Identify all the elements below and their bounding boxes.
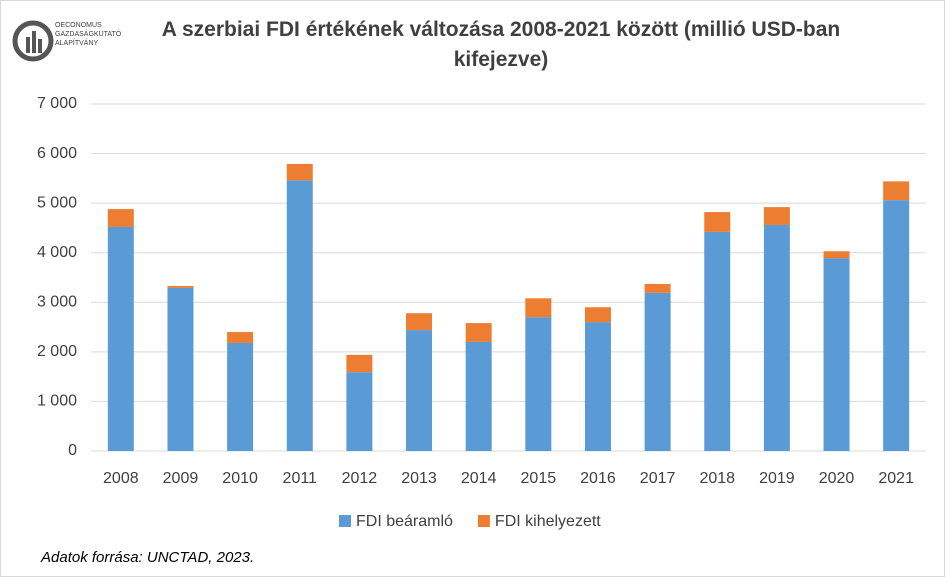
x-tick-label: 2015 xyxy=(521,470,557,487)
chart-title: A szerbiai FDI értékének változása 2008-… xyxy=(161,18,841,71)
bar-segment xyxy=(227,342,254,451)
bar-segment xyxy=(525,317,552,451)
x-tick-label: 2020 xyxy=(819,470,855,487)
x-tick-label: 2016 xyxy=(580,470,616,487)
x-tick-label: 2013 xyxy=(401,470,437,487)
x-tick-label: 2017 xyxy=(640,470,676,487)
bar-segment xyxy=(584,322,611,451)
x-tick-label: 2012 xyxy=(342,470,378,487)
legend-label: FDI kihelyezett xyxy=(495,513,601,530)
bar-segment xyxy=(107,226,134,451)
bar-segment xyxy=(406,313,433,331)
x-tick-label: 2019 xyxy=(759,470,795,487)
bar-segment xyxy=(823,258,850,451)
bar-segment xyxy=(704,212,731,232)
bar-segment xyxy=(167,287,194,451)
bar-segment xyxy=(465,341,492,451)
bar-segment xyxy=(584,307,611,323)
bar-segment xyxy=(823,251,850,259)
x-tick-label: 2009 xyxy=(163,470,199,487)
logo-ring xyxy=(12,20,54,62)
x-tick-label: 2021 xyxy=(878,470,914,487)
bar-segment xyxy=(883,200,910,451)
logo-text: OECONOMUS xyxy=(55,22,102,29)
bar-segment xyxy=(763,224,790,451)
legend-label: FDI beáramló xyxy=(356,513,453,530)
logo: OECONOMUS GAZDASÁGKUTATÓ ALAPÍTVÁNY xyxy=(12,20,122,62)
bar-segment xyxy=(883,181,910,201)
logo-bar xyxy=(26,37,30,53)
bar-segment xyxy=(107,209,134,227)
bar-segment xyxy=(167,285,194,288)
legend-swatch xyxy=(477,515,490,527)
bar-segment xyxy=(227,332,254,343)
bar-segment xyxy=(465,323,492,342)
y-tick-label: 7 000 xyxy=(37,95,77,112)
bar-segment xyxy=(763,207,790,225)
bar-segment xyxy=(704,231,731,451)
x-tick-label: 2018 xyxy=(699,470,735,487)
bar-segment xyxy=(346,372,373,451)
logo-text: GAZDASÁGKUTATÓ xyxy=(55,29,122,38)
y-tick-label: 5 000 xyxy=(37,194,77,211)
y-tick-label: 2 000 xyxy=(37,343,77,360)
bar-segment xyxy=(644,292,671,451)
x-tick-label: 2014 xyxy=(461,470,497,487)
bar-segment xyxy=(406,330,433,451)
logo-text: ALAPÍTVÁNY xyxy=(55,38,99,47)
bar-segment xyxy=(346,354,373,373)
x-tick-label: 2010 xyxy=(222,470,258,487)
bar-segment xyxy=(286,163,313,181)
source-note: Adatok forrása: UNCTAD, 2023. xyxy=(41,549,255,566)
bar-segment xyxy=(286,180,313,451)
y-tick-label: 6 000 xyxy=(37,145,77,162)
x-tick-label: 2011 xyxy=(283,470,318,487)
bar-segment xyxy=(644,283,671,293)
y-tick-label: 4 000 xyxy=(37,244,77,261)
x-tick-label: 2008 xyxy=(103,470,139,487)
logo-bar xyxy=(38,39,42,53)
logo-bar xyxy=(32,31,36,53)
y-tick-label: 1 000 xyxy=(37,393,77,410)
legend-swatch xyxy=(339,515,351,527)
y-tick-label: 0 xyxy=(68,442,77,459)
y-tick-label: 3 000 xyxy=(37,294,77,311)
bar-segment xyxy=(525,298,552,318)
